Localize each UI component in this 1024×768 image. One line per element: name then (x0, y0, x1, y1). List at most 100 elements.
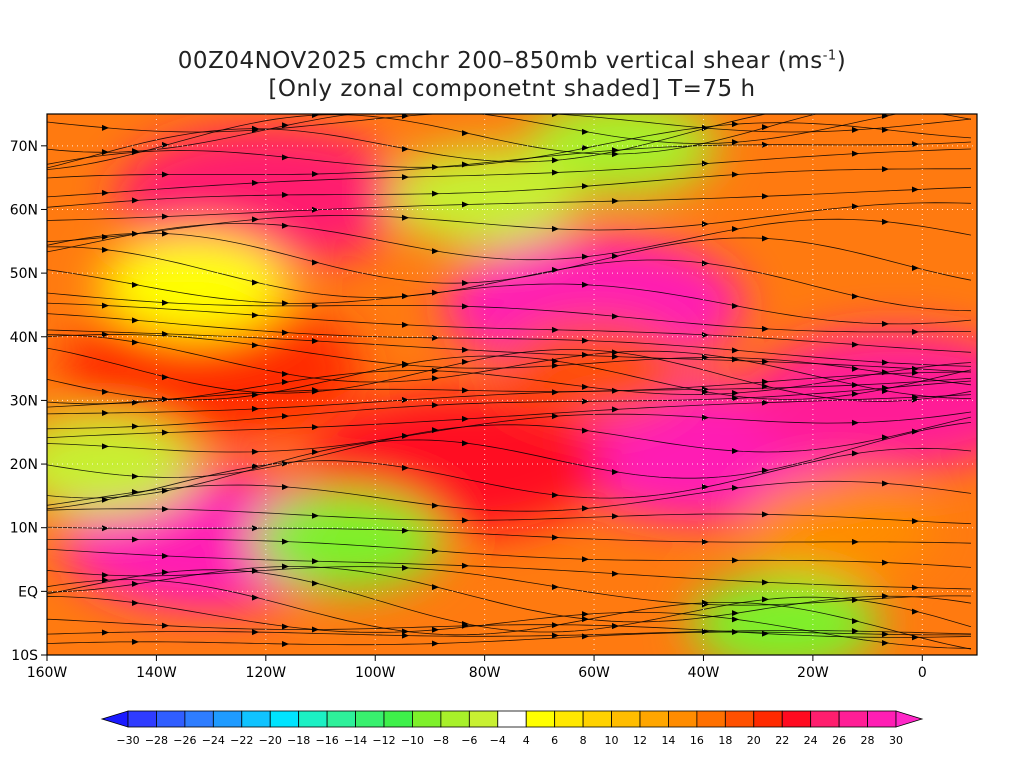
streamline-arrow (252, 463, 259, 470)
streamline (47, 416, 972, 478)
colorbar-label: −4 (490, 734, 506, 747)
streamline-arrow (912, 365, 919, 372)
streamline-arrow (732, 557, 739, 564)
streamline-arrow (612, 349, 619, 356)
streamline-arrow (762, 378, 769, 385)
streamline-arrow (552, 157, 559, 164)
colorbar-label: −14 (344, 734, 367, 747)
streamline-arrow (882, 593, 889, 600)
x-tick-label: 120W (246, 665, 287, 681)
streamline-arrow (462, 415, 469, 422)
streamline-arrow (582, 337, 589, 344)
streamline-arrow (582, 383, 589, 390)
streamline (47, 566, 972, 623)
streamline-arrow (282, 222, 289, 229)
streamline (47, 394, 972, 440)
colorbar-label: −28 (145, 734, 168, 747)
streamline-arrow (732, 302, 739, 309)
streamline-arrow (252, 279, 259, 286)
streamline (47, 595, 972, 649)
streamline-arrow (162, 171, 169, 178)
streamline-arrow (552, 358, 559, 365)
streamline-arrow (732, 395, 739, 402)
streamline-arrow (402, 464, 409, 471)
streamline-arrow (102, 302, 109, 309)
streamline-arrow (132, 599, 139, 606)
x-axis-ticks: 160W 140W 120W 100W 80W 60W 40W 20W 0 (27, 655, 927, 681)
colorbar-label: 18 (718, 734, 732, 747)
streamline (47, 631, 971, 647)
colorbar-label: −26 (173, 734, 196, 747)
streamline-arrow (582, 398, 589, 405)
streamline-arrow (132, 580, 139, 587)
streamline (47, 141, 972, 183)
streamline-arrow (612, 469, 619, 476)
colorbar-swatch (412, 710, 442, 728)
colorbar-swatch (383, 710, 413, 728)
streamline-arrow (462, 161, 469, 168)
streamline-arrow (162, 299, 169, 306)
streamline (47, 569, 972, 633)
streamline-arrow (702, 331, 709, 338)
streamline-arrow (762, 141, 769, 148)
streamline-arrow (582, 505, 589, 512)
colorbar-label: −10 (401, 734, 424, 747)
streamline-arrow (102, 331, 109, 338)
streamline (47, 114, 899, 153)
streamline-arrow (402, 114, 409, 119)
x-tick-label: 40W (688, 665, 720, 681)
streamline-arrow (252, 594, 259, 601)
streamline-arrow (282, 623, 289, 630)
colorbar-arrow-high (895, 710, 924, 728)
streamline-arrow (102, 496, 109, 503)
streamline-arrow (102, 443, 109, 450)
x-tick-label: 20W (797, 665, 829, 681)
streamline-arrow (252, 312, 259, 319)
streamline-arrow (582, 556, 589, 563)
x-tick-label: 80W (469, 665, 501, 681)
y-tick-label: 50N (10, 266, 38, 282)
colorbar-swatch (696, 710, 726, 728)
streamline-arrow (702, 483, 709, 490)
colorbar-label: −24 (202, 734, 225, 747)
streamline-arrow (882, 384, 889, 391)
colorbar-swatch (838, 710, 868, 728)
streamline-arrow (252, 525, 259, 532)
plot-frame (46, 113, 978, 656)
streamline-arrow (882, 218, 889, 225)
streamline (47, 422, 972, 499)
streamline-arrow (102, 189, 109, 196)
y-tick-label: 40N (10, 330, 38, 346)
streamline-arrow (282, 154, 289, 161)
streamline-arrow (132, 423, 139, 430)
streamline (47, 114, 972, 169)
streamline-arrow (102, 124, 109, 131)
streamline (47, 579, 972, 650)
streamline-arrow (762, 511, 769, 518)
streamline-arrow (702, 386, 709, 393)
streamline-arrow (462, 358, 469, 365)
streamline-arrow (852, 150, 859, 157)
map-title-line1: 00Z04NOV2025 cmchr 200–850mb vertical sh… (177, 48, 847, 74)
streamline-arrow (732, 484, 739, 491)
streamline-arrow (552, 225, 559, 232)
x-tick-label: 160W (27, 665, 68, 681)
shading-region-subtropical-band (745, 477, 936, 578)
streamline-arrow (312, 424, 319, 431)
streamline-arrow (402, 321, 409, 328)
streamline-arrow (432, 334, 439, 341)
streamline-arrow (252, 342, 259, 349)
streamline (47, 630, 972, 637)
streamline-arrow (312, 206, 319, 213)
streamline (47, 292, 971, 333)
colorbar-swatch (440, 710, 470, 728)
streamline-arrow (762, 467, 769, 474)
streamline (47, 334, 972, 399)
streamline-arrow (102, 525, 109, 532)
streamline-arrow (102, 577, 109, 584)
streamline-arrow (552, 362, 559, 369)
streamline-arrow (882, 126, 889, 133)
streamline-arrow (252, 125, 259, 132)
streamline (47, 269, 972, 325)
